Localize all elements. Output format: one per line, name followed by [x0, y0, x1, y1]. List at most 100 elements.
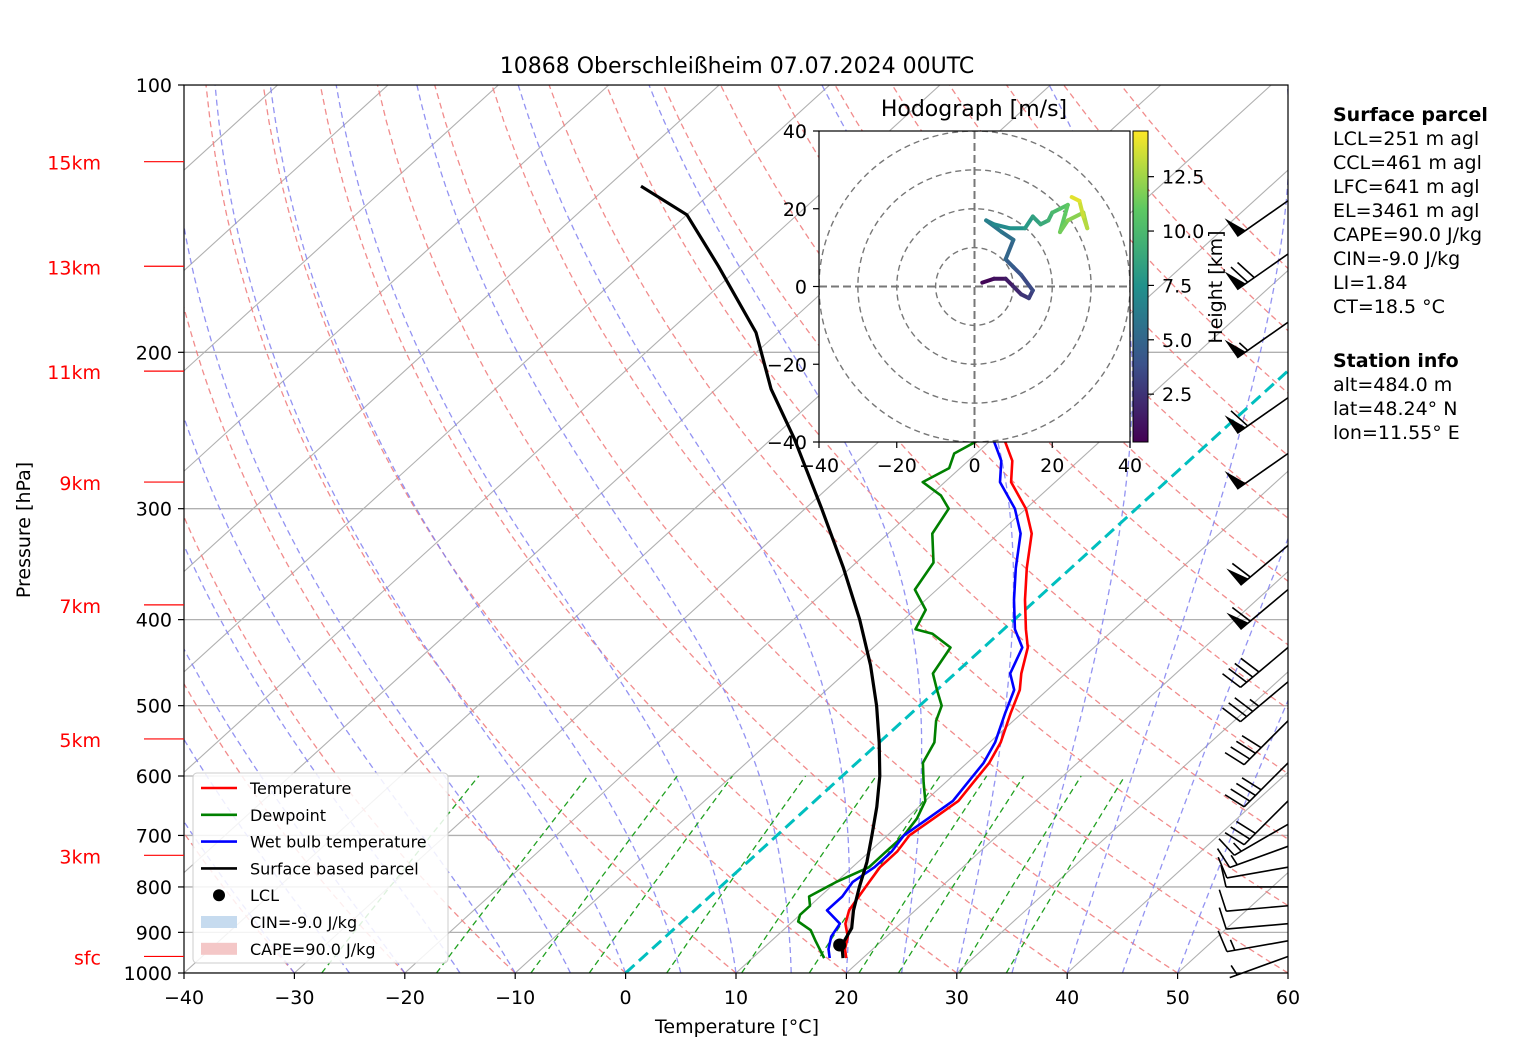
barb-full: [1218, 838, 1235, 856]
barb-shaft: [1233, 823, 1289, 856]
mixing-ratio-line: [741, 775, 877, 973]
mixing-ratio-line: [666, 775, 807, 973]
wind-barb: [1222, 681, 1289, 723]
legend-label: CIN=-9.0 J/kg: [250, 913, 357, 932]
mixing-ratio-line: [588, 775, 734, 973]
parcel-line: LI=1.84: [1333, 272, 1408, 294]
moist-adiabat: [1066, 85, 1288, 973]
parcel-line: EL=3461 m agl: [1333, 200, 1480, 222]
station-line: alt=484.0 m: [1333, 374, 1453, 396]
wind-barb: [1224, 762, 1289, 808]
height-label: 3km: [59, 846, 101, 868]
dry-adiabat: [948, 85, 1288, 457]
y-axis-ticks: 100 200 300 400 500 600 700 800 900 1000: [124, 75, 184, 985]
x-tick-label: 30: [945, 987, 969, 1009]
barb-full: [1230, 826, 1251, 840]
barb-full: [1220, 864, 1227, 888]
zero-isotherm: [624, 368, 1288, 973]
barb-full: [1224, 832, 1245, 846]
barb-flag: [1224, 218, 1246, 237]
legend-patch-swatch: [201, 942, 237, 955]
x-tick-label: −30: [274, 987, 314, 1009]
barb-shaft: [1239, 544, 1289, 586]
legend-label: Dewpoint: [250, 806, 326, 825]
barb-shaft: [1226, 940, 1289, 953]
barb-full: [1224, 794, 1245, 808]
hodograph-inset: Hodograph [m/s] −40−40 −20 −20 0 0 20 20 40 40 2…: [767, 97, 1227, 477]
wind-barb: [1226, 544, 1289, 586]
moist-adiabat: [184, 738, 351, 973]
legend-patch-swatch: [201, 916, 237, 928]
mixing-ratio-line: [897, 775, 1025, 973]
legend-label: CAPE=90.0 J/kg: [250, 940, 376, 959]
surface-parcel-panel: Surface parcel LCL=251 m agl CCL=461 m a…: [1333, 103, 1488, 319]
barb-shaft: [1226, 866, 1289, 879]
mixing-ratio-line: [1005, 775, 1126, 973]
wind-barb: [1218, 907, 1289, 930]
wind-barb: [1224, 253, 1289, 291]
hodo-x-tick-label: 0: [968, 455, 980, 477]
dry-adiabat: [262, 85, 847, 973]
x-axis-ticks: −40 −30 −20 −10 0 10 20 30 40 50 60: [164, 973, 1300, 1009]
hodo-segment: [1003, 237, 1016, 262]
legend-label: LCL: [250, 886, 279, 905]
barb-full: [1240, 657, 1260, 673]
wind-barb: [1226, 588, 1289, 631]
isotherm: [184, 85, 499, 372]
height-label: sfc: [74, 947, 101, 969]
legend-label: Temperature: [249, 779, 351, 798]
hodograph-colorbar: [1132, 130, 1149, 443]
wind-barbs: [1216, 200, 1289, 979]
hodo-y-tick-label: 40: [783, 121, 807, 143]
barb-full: [1230, 746, 1251, 760]
wind-barb: [1224, 200, 1289, 237]
mixing-ratio-line: [530, 775, 678, 973]
hodo-segment: [1081, 214, 1090, 231]
hodo-segment: [1077, 198, 1086, 219]
height-label: 11km: [47, 362, 101, 384]
wind-barb: [1218, 823, 1289, 856]
hodo-segment: [980, 276, 996, 285]
height-label: 7km: [59, 596, 101, 618]
wind-barb: [1222, 646, 1289, 689]
hodo-segment: [1019, 272, 1035, 293]
isotherm: [184, 85, 720, 573]
barb-shaft: [1243, 800, 1289, 846]
isotherm: [184, 85, 389, 272]
barb-full: [1217, 930, 1228, 952]
station-info-panel: Station info alt=484.0 m lat=48.24° N lo…: [1333, 349, 1460, 445]
parcel-line: CAPE=90.0 J/kg: [1333, 224, 1483, 246]
isotherm: [846, 570, 1288, 973]
barb-full: [1230, 410, 1249, 427]
hodo-x-tick-label: 20: [1040, 455, 1064, 477]
x-tick-label: −20: [385, 987, 425, 1009]
wind-barb: [1229, 955, 1289, 979]
parcel-line: CT=18.5 °C: [1333, 296, 1445, 318]
wind-barb: [1224, 800, 1289, 846]
barb-full: [1235, 820, 1256, 835]
hodo-x-tick-label: 40: [1118, 455, 1142, 477]
y-tick-label: 800: [136, 877, 172, 899]
legend-dot-swatch: [213, 889, 225, 902]
barb-flag: [1224, 415, 1246, 434]
barb-full: [1234, 662, 1254, 678]
height-label: 15km: [47, 153, 101, 175]
barb-full: [1235, 740, 1256, 755]
wind-barb: [1218, 889, 1289, 912]
legend-box: [192, 772, 449, 964]
barb-full: [1231, 562, 1251, 578]
barb-full: [1216, 848, 1231, 868]
y-tick-label: 200: [136, 342, 172, 364]
moist-adiabat: [184, 544, 461, 973]
barb-half: [1229, 939, 1236, 951]
moist-adiabat: [416, 85, 792, 973]
isotherm: [1066, 771, 1288, 973]
barb-full: [1218, 907, 1227, 930]
station-info-heading: Station info: [1333, 350, 1459, 372]
hodo-y-tick-label: −40: [767, 432, 807, 454]
x-tick-label: 40: [1055, 987, 1079, 1009]
y-tick-label: 1000: [124, 963, 172, 985]
moist-adiabat: [214, 85, 627, 973]
barb-full: [1230, 788, 1251, 802]
